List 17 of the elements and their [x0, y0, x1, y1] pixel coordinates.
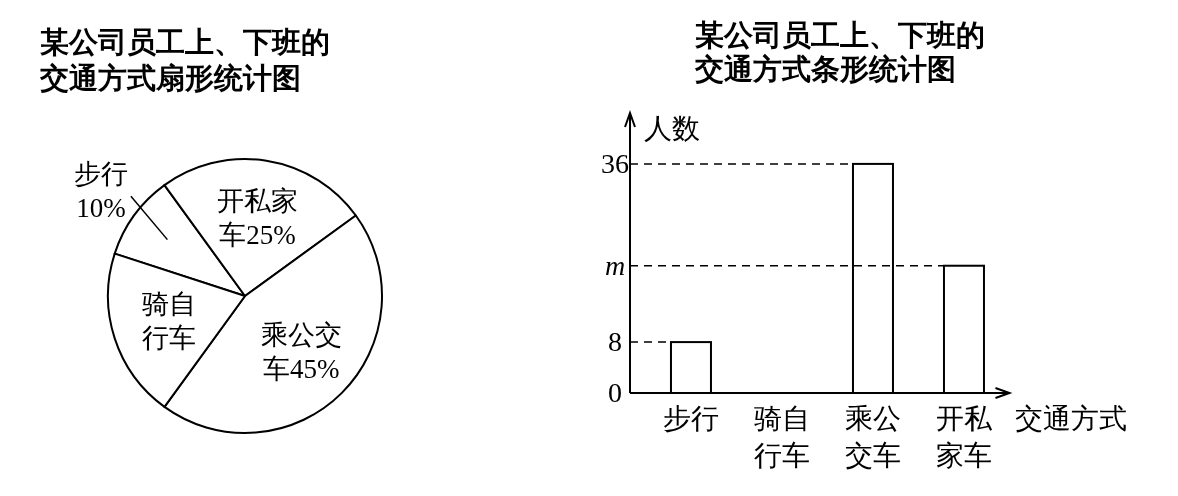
slice-label: 骑自行车	[142, 288, 197, 353]
slice-label: 步行	[73, 159, 128, 190]
y-tick-label: 0	[608, 377, 622, 408]
y-axis-title: 人数	[644, 113, 700, 144]
x-tick-label: 乘公交车	[844, 403, 901, 471]
y-tick-label: m	[604, 249, 626, 281]
x-tick-label: 步行	[662, 403, 719, 434]
chart-title: 某公司员工上、下班的交通方式条形统计图	[694, 19, 985, 85]
chart-title: 某公司员工上、下班的交通方式扇形统计图	[39, 26, 330, 94]
x-axis-title: 交通方式	[1015, 403, 1128, 434]
y-tick-label: 8	[608, 326, 622, 358]
y-tick-label: 36	[601, 147, 629, 179]
slice-label: 开私家车25%	[216, 185, 298, 250]
x-tick-label: 开私家车	[935, 403, 993, 471]
data-label: 10%	[76, 193, 126, 224]
slice-label: 乘公交车45%	[260, 320, 342, 385]
x-tick-label: 骑自行车	[753, 403, 810, 471]
